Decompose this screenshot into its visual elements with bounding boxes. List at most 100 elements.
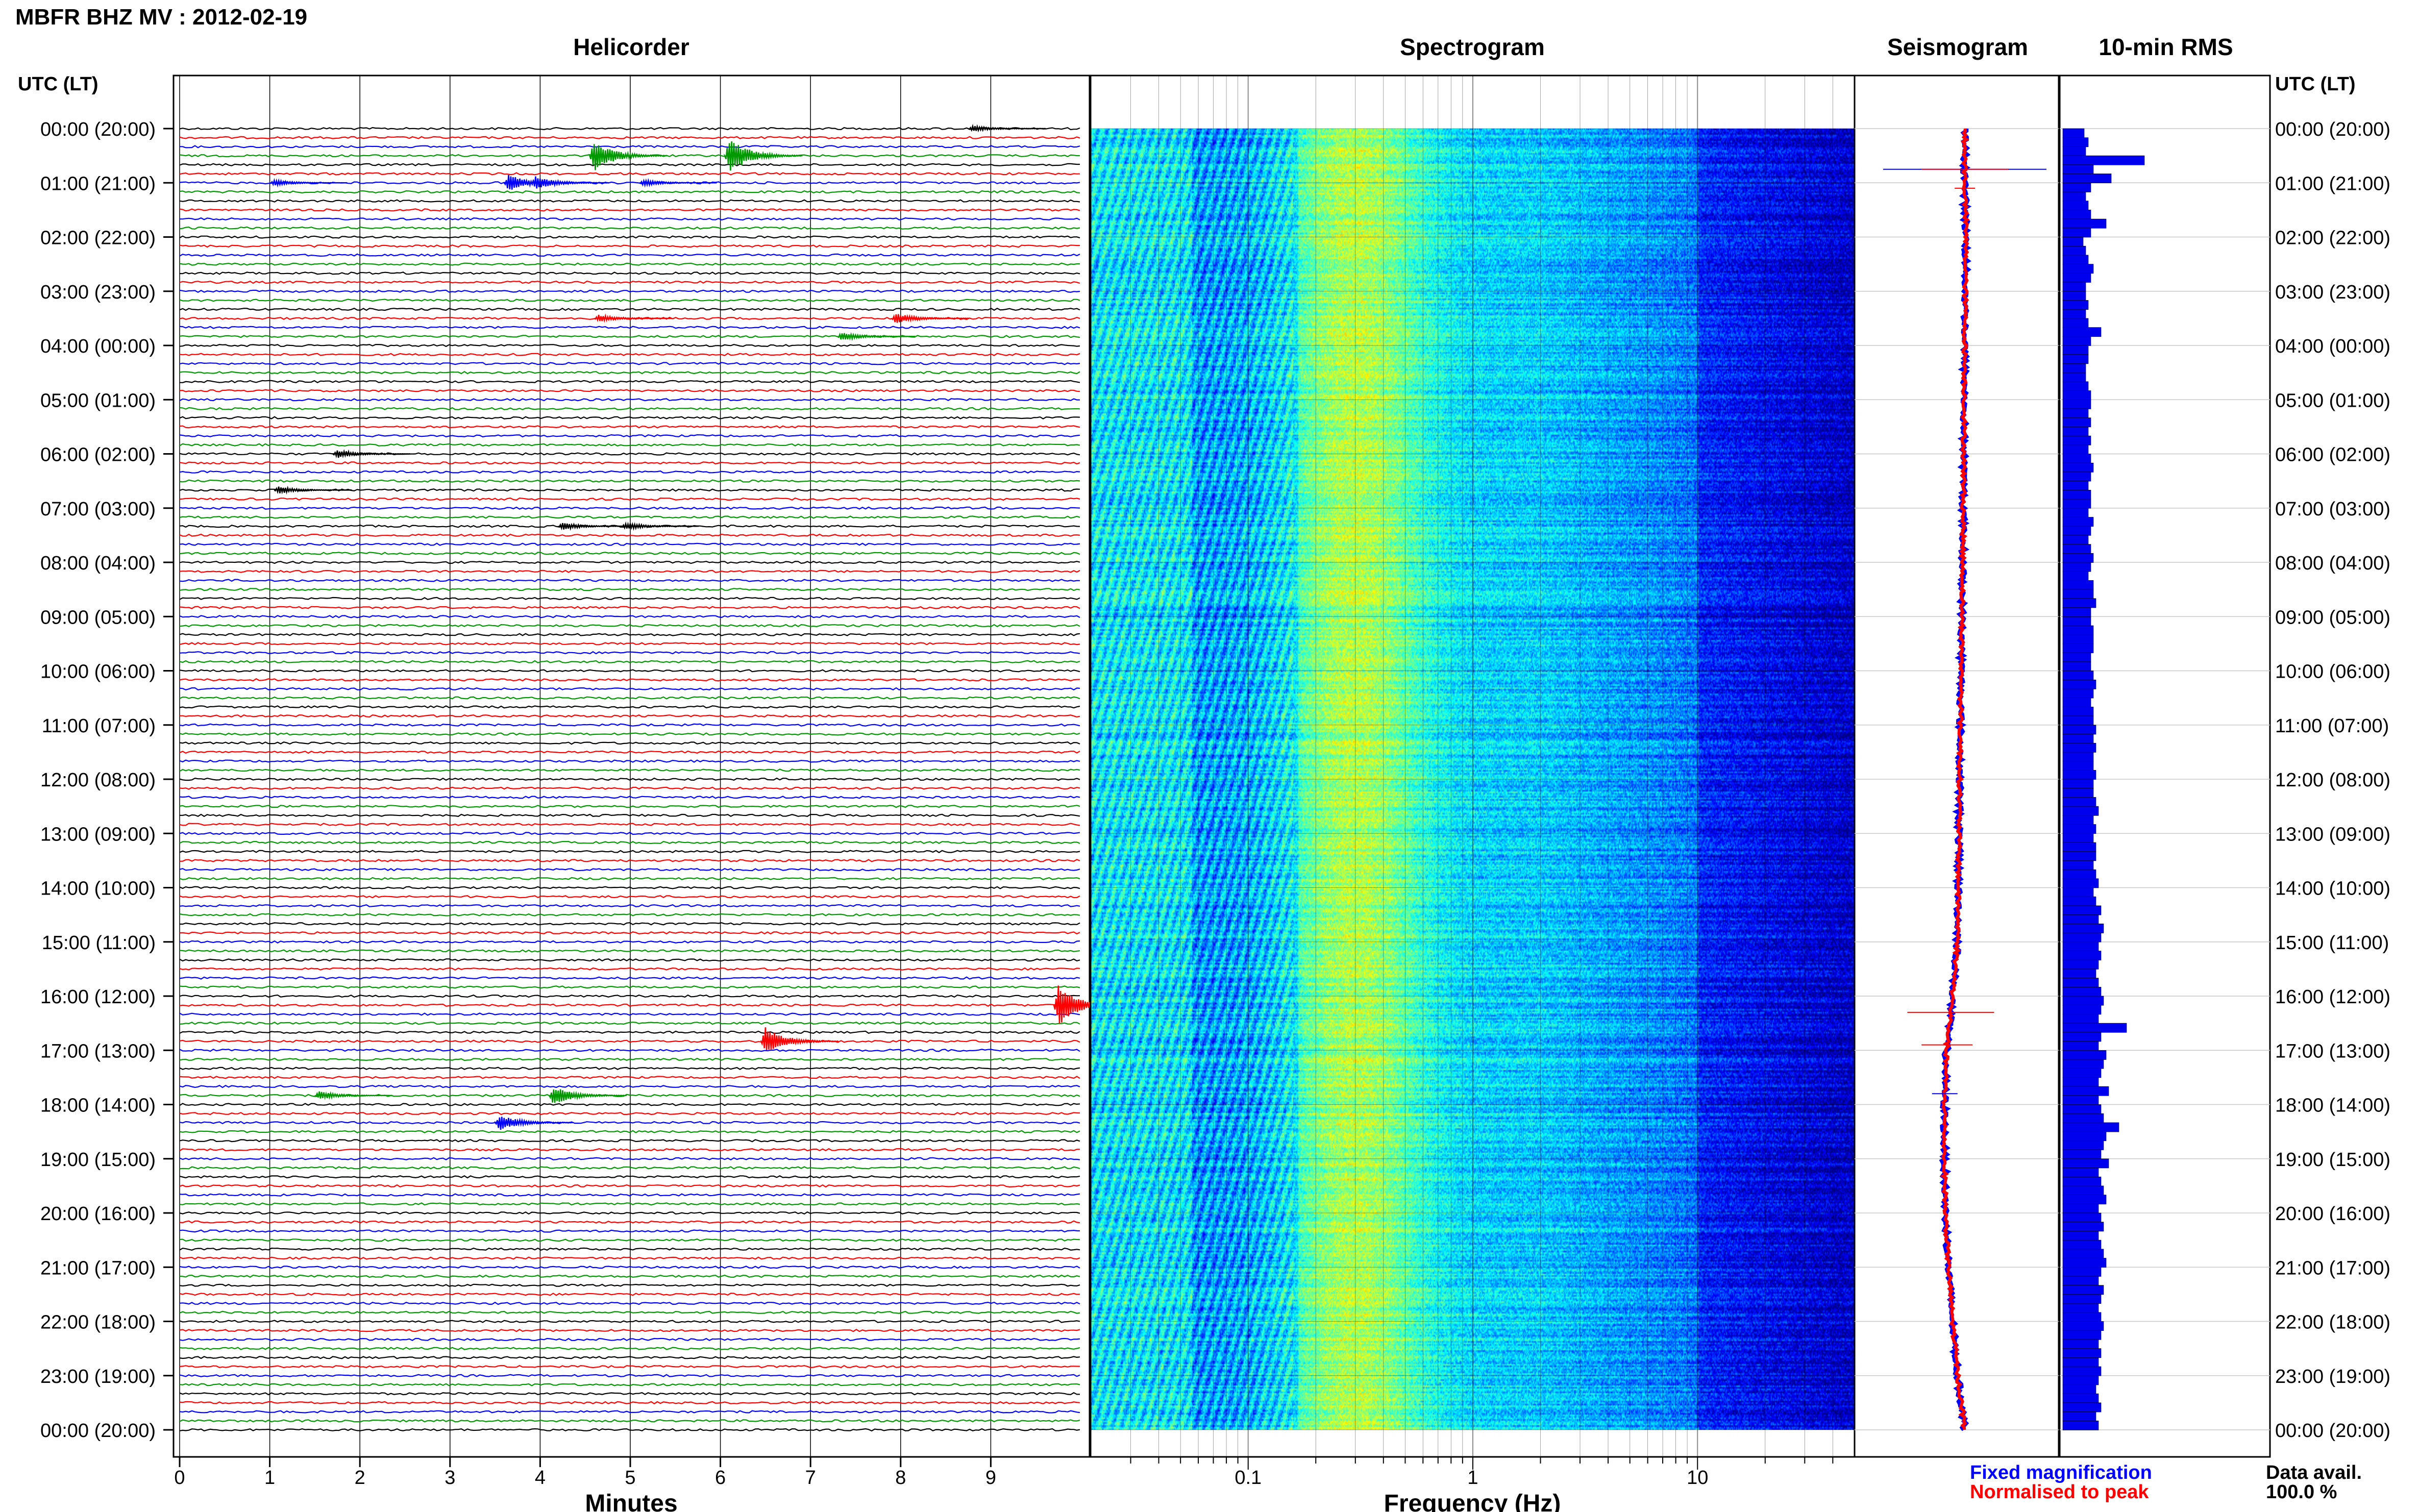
helicorder-trace (179, 190, 1080, 194)
rms-bar (2062, 408, 2089, 418)
helicorder-trace (179, 615, 1080, 618)
helicorder-trace (180, 145, 1080, 148)
time-axis-label-right: UTC (LT) (2275, 73, 2356, 95)
time-tick-label-left: 00:00 (20:00) (40, 1420, 156, 1442)
rms-bar (2062, 1375, 2099, 1385)
rms-bar (2062, 969, 2096, 979)
rms-bar (2062, 725, 2096, 735)
helicorder-trace (179, 587, 1080, 591)
helicorder-trace (179, 669, 1080, 673)
helicorder-trace (179, 796, 1080, 799)
helicorder-trace (179, 1076, 1080, 1079)
helicorder-trace (179, 199, 1080, 203)
rms-bar (2062, 372, 2086, 382)
rms-bar (2062, 562, 2091, 572)
helicorder-trace (179, 1347, 1080, 1350)
rms-bar (2062, 1384, 2096, 1395)
rms-bar (2062, 607, 2091, 617)
helicorder-event (837, 332, 916, 341)
rms-bar (2062, 1113, 2104, 1123)
helicorder-events (269, 123, 1132, 1130)
time-tick-label-right: 20:00 (16:00) (2275, 1203, 2390, 1225)
helicorder-trace (179, 343, 1080, 348)
time-ticks-left: 00:00 (20:00) 01:00 (21:00) 02:00 (22:00) 0… (40, 119, 174, 1442)
spectrogram-title: Spectrogram (1400, 34, 1545, 60)
rms-bar (2062, 752, 2094, 762)
rms-bar (2062, 454, 2091, 464)
helicorder-x-tick-label: 7 (805, 1467, 816, 1489)
rms-bar (2062, 1023, 2127, 1033)
time-tick-label-left: 21:00 (17:00) (40, 1257, 156, 1279)
helicorder-trace (179, 1030, 1080, 1034)
helicorder-trace (179, 1057, 1080, 1061)
helicorder-panel: 0 1 2 3 4 5 6 7 8 9 (172, 75, 1132, 1489)
rms-bar (2062, 228, 2091, 238)
helicorder-trace (179, 443, 1080, 447)
helicorder-trace (179, 335, 1080, 338)
helicorder-event (314, 1091, 392, 1100)
helicorder-trace (179, 362, 1080, 365)
time-tick-label-right: 17:00 (13:00) (2275, 1040, 2390, 1062)
helicorder-trace (179, 732, 1080, 736)
rms-bar (2062, 1104, 2102, 1114)
helicorder-trace (179, 1383, 1080, 1386)
seismogram-spikes (1883, 168, 2046, 1095)
rms-bar (2062, 643, 2094, 653)
helicorder-x-tick-label: 4 (535, 1467, 546, 1489)
rms-bar (2062, 1312, 2102, 1322)
helicorder-trace (179, 1374, 1080, 1377)
rms-bars (2062, 128, 2145, 1430)
rms-title: 10-min RMS (2099, 34, 2233, 60)
rms-bar (2062, 571, 2089, 581)
rms-bar (2062, 553, 2094, 563)
rms-bar (2062, 435, 2091, 445)
helicorder-traces (179, 127, 1080, 1432)
time-tick-label-left: 23:00 (19:00) (40, 1366, 156, 1387)
helicorder-trace (179, 515, 1080, 519)
time-tick-label-right: 08:00 (04:00) (2275, 553, 2390, 574)
helicorder-trace (179, 1428, 1080, 1432)
helicorder-trace (179, 1247, 1080, 1251)
helicorder-trace (179, 931, 1080, 935)
rms-bar (2062, 182, 2091, 192)
rms-bar (2062, 535, 2089, 545)
rms-bar (2062, 679, 2096, 689)
helicorder-trace (179, 1310, 1080, 1314)
rms-bar (2062, 1204, 2099, 1213)
helicorder-trace (179, 1328, 1080, 1332)
helicorder-trace (179, 370, 1080, 375)
helicorder-trace (179, 1392, 1080, 1396)
helicorder-trace (179, 660, 1080, 663)
helicorder-x-tick-label: 5 (625, 1467, 635, 1489)
helicorder-trace (179, 967, 1080, 971)
data-avail-label: Data avail. (2266, 1462, 2362, 1483)
rms-bar (2062, 517, 2094, 527)
rms-bar (2062, 1122, 2119, 1132)
helicorder-trace (179, 262, 1080, 266)
rms-bar (2062, 698, 2091, 708)
rms-bar (2062, 1068, 2102, 1078)
helicorder-trace (179, 777, 1080, 781)
time-tick-label-left: 09:00 (05:00) (40, 607, 156, 628)
helicorder-frame (172, 75, 1091, 1458)
helicorder-trace (179, 280, 1080, 284)
helicorder-event (760, 1027, 839, 1050)
rms-bar (2062, 237, 2084, 247)
rms-bar (2062, 155, 2145, 165)
helicorder-trace (179, 1012, 1080, 1016)
helicorder-trace (179, 985, 1080, 989)
helicorder-trace (179, 1320, 1080, 1323)
helicorder-trace (179, 1256, 1080, 1260)
helicorder-trace (179, 1238, 1080, 1242)
helicorder-trace (179, 1121, 1080, 1125)
helicorder-trace (179, 904, 1080, 908)
helicorder-event (549, 1089, 627, 1103)
helicorder-trace (179, 398, 1080, 402)
helicorder-trace (179, 434, 1080, 438)
helicorder-trace (179, 976, 1080, 980)
spectrogram-x-ticks: 0.1 1 10 (1091, 76, 1855, 1489)
rms-bar (2062, 1348, 2102, 1358)
helicorder-trace (179, 1103, 1080, 1106)
helicorder-trace (179, 678, 1080, 682)
helicorder-trace (179, 949, 1080, 953)
